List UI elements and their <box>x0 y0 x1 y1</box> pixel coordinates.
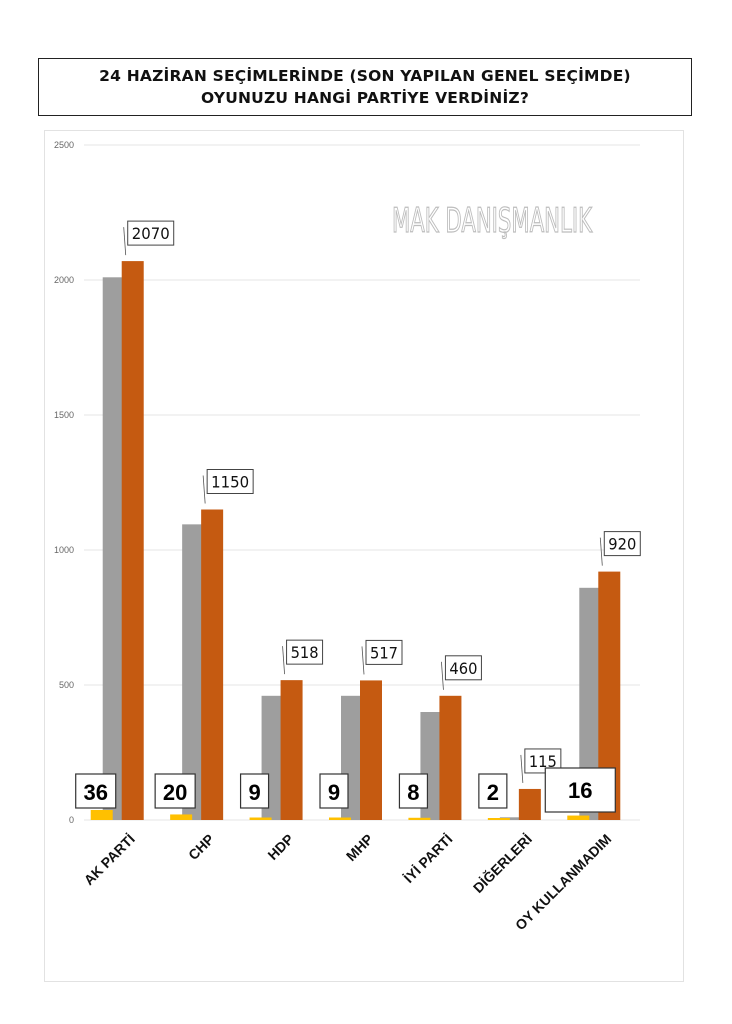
bar-yellow <box>90 810 113 820</box>
value-label-orange: 518 <box>291 643 319 662</box>
value-label-yellow: 9 <box>248 780 260 805</box>
value-callout-box <box>603 531 641 557</box>
bar-yellow <box>487 818 510 820</box>
bar-orange <box>360 680 382 820</box>
y-tick-label: 1500 <box>54 410 74 420</box>
bar-yellow <box>170 814 193 820</box>
y-tick-label: 2000 <box>54 275 74 285</box>
x-tick-label: MHP <box>343 831 376 864</box>
callout-leader <box>361 646 365 675</box>
value-label-yellow: 8 <box>407 780 419 805</box>
bar-orange <box>518 788 541 820</box>
x-tick-label: HDP <box>264 831 296 863</box>
chart-title-line-1: 24 HAZİRAN SEÇİMLERİNDE (SON YAPILAN GEN… <box>99 67 631 85</box>
value-label-yellow: 16 <box>568 778 592 803</box>
bar-yellow <box>408 817 431 820</box>
bar-orange <box>121 261 144 821</box>
x-tick-label: CHP <box>185 831 217 863</box>
bar-orange <box>280 680 303 820</box>
y-tick-label: 0 <box>69 815 74 825</box>
value-label-yellow: 2 <box>487 780 499 805</box>
value-label-orange: 460 <box>449 659 477 678</box>
watermark: MAK DANIŞMANLIK <box>392 201 593 241</box>
value-callout-box <box>127 220 175 246</box>
x-tick-label: İYİ PARTİ <box>400 831 455 886</box>
bar-orange <box>201 509 224 820</box>
bar-yellow <box>249 817 272 820</box>
value-label-orange: 517 <box>370 643 398 662</box>
value-label-yellow: 36 <box>83 780 107 805</box>
value-label-box <box>398 773 429 809</box>
callout-leader <box>520 754 524 783</box>
bar-yellow <box>567 815 590 820</box>
chart-frame <box>44 130 684 982</box>
callout-leader <box>202 475 206 504</box>
bar-orange <box>598 571 621 820</box>
y-tick-label: 500 <box>59 680 74 690</box>
value-label-box <box>239 773 270 809</box>
value-callout-box <box>206 469 254 494</box>
bar-gray <box>499 817 520 820</box>
callout-leader <box>441 661 444 690</box>
y-tick-label: 1000 <box>54 545 74 555</box>
value-label-yellow: 9 <box>328 780 340 805</box>
value-callout-box <box>444 655 482 681</box>
value-label-orange: 2070 <box>132 224 170 243</box>
chart-title-box: 24 HAZİRAN SEÇİMLERİNDE (SON YAPILAN GEN… <box>38 58 692 116</box>
callout-leader <box>123 227 127 256</box>
callout-leader <box>282 646 285 675</box>
bar-orange <box>439 695 462 820</box>
bar-yellow <box>329 817 351 820</box>
value-label-box <box>75 773 117 809</box>
x-tick-label: DİĞERLERİ <box>469 830 535 896</box>
chart-title-line-2: OYUNUZU HANGİ PARTİYE VERDİNİZ? <box>200 89 530 107</box>
value-callout-box <box>365 639 403 665</box>
callout-leader <box>599 537 603 566</box>
value-label-box <box>478 773 508 809</box>
bar-gray <box>102 277 123 820</box>
value-label-yellow: 20 <box>163 780 187 805</box>
value-label-orange: 920 <box>608 535 636 554</box>
bar-gray <box>182 524 203 820</box>
value-callout-box <box>286 639 324 665</box>
value-label-box <box>319 773 349 809</box>
value-label-orange: 1150 <box>211 473 249 492</box>
value-label-box <box>544 767 616 813</box>
bar-gray <box>579 587 600 820</box>
x-tick-label: AK PARTİ <box>81 831 138 888</box>
y-tick-label: 2500 <box>54 140 74 150</box>
value-label-box <box>154 773 196 809</box>
value-label-orange: 115 <box>529 752 557 771</box>
